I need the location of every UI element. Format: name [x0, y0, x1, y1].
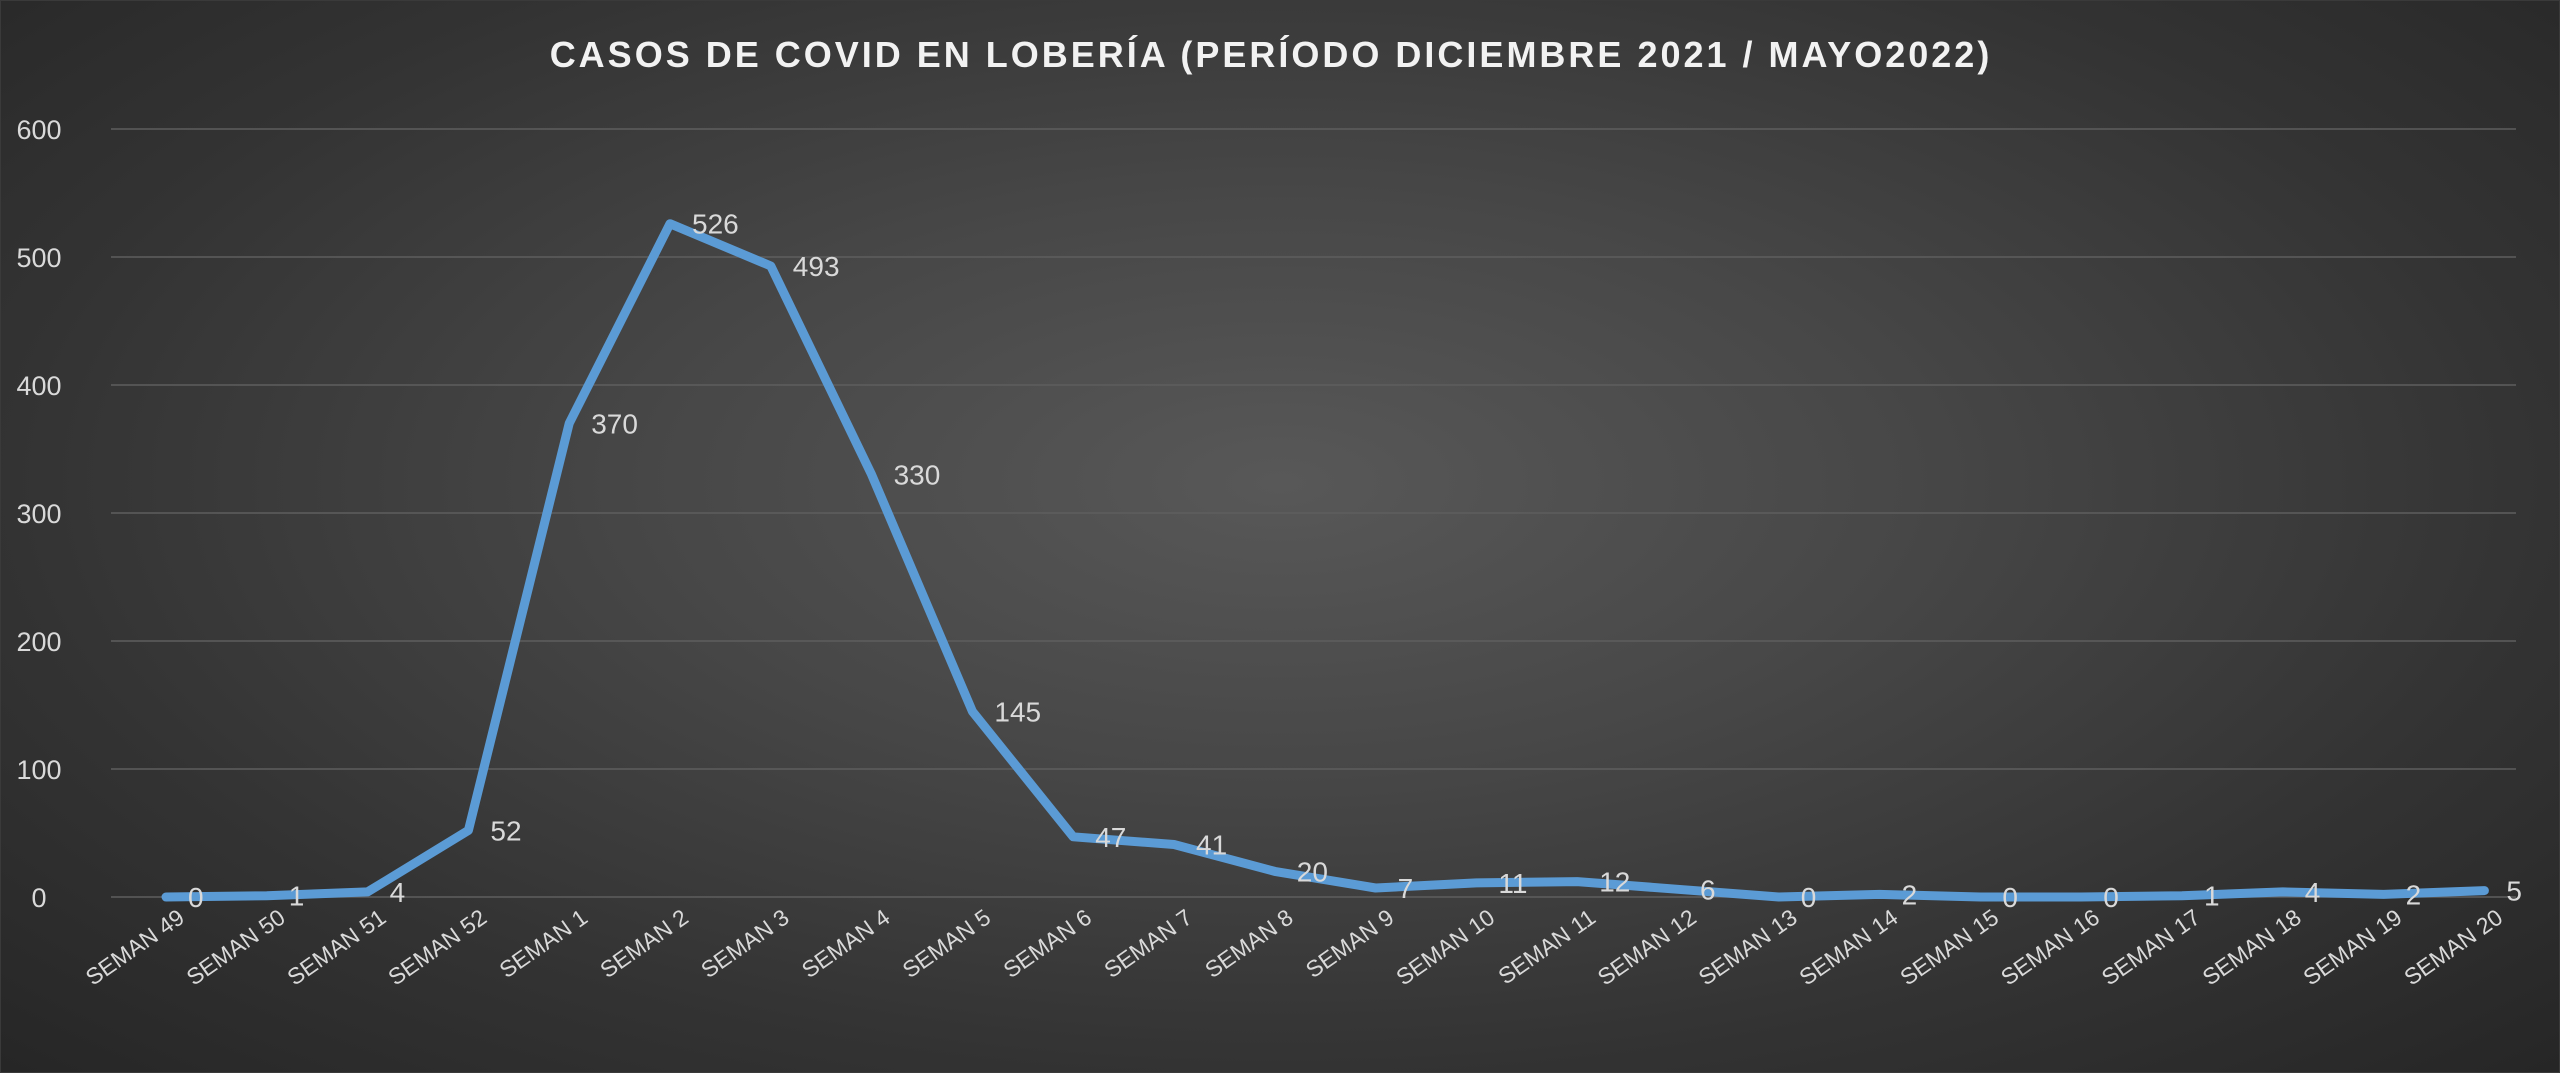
gridlines: [111, 128, 2516, 898]
data-label: 41: [1196, 830, 1227, 861]
series-line: [161, 219, 2489, 902]
x-tick-label: SEMAN 18: [2198, 904, 2306, 991]
x-tick-label: SEMAN 9: [1301, 904, 1399, 983]
y-tick-label: 200: [16, 627, 61, 657]
x-tick-label: SEMAN 14: [1794, 904, 1902, 991]
data-label: 145: [994, 696, 1041, 727]
x-tick-label: SEMAN 52: [383, 904, 491, 991]
x-tick-label: SEMAN 19: [2298, 904, 2406, 991]
x-tick-label: SEMAN 1: [494, 904, 592, 983]
data-label: 5: [2506, 876, 2522, 907]
data-label: 52: [490, 815, 521, 846]
chart-title: CASOS DE COVID EN LOBERÍA (PERÍODO DICIE…: [550, 34, 1993, 75]
x-tick-label: SEMAN 13: [1694, 904, 1802, 991]
x-tick-label: SEMAN 10: [1391, 904, 1499, 991]
data-label: 2: [2406, 879, 2422, 910]
x-tick-label: SEMAN 3: [696, 904, 794, 983]
data-label: 6: [1700, 874, 1716, 905]
data-label: 370: [591, 408, 638, 439]
y-tick-label: 500: [16, 243, 61, 273]
y-axis-ticks: 0 100 200 300 400 500 600: [16, 115, 61, 913]
x-tick-label: SEMAN 6: [998, 904, 1096, 983]
x-tick-label: SEMAN 51: [282, 904, 390, 991]
series-line-group: [161, 219, 2489, 902]
y-tick-label: 400: [16, 371, 61, 401]
data-label: 0: [2103, 882, 2119, 913]
data-label: 493: [793, 251, 840, 282]
data-label: 0: [2002, 882, 2018, 913]
x-tick-label: SEMAN 15: [1895, 904, 2003, 991]
x-tick-label: SEMAN 4: [797, 904, 895, 983]
x-tick-label: SEMAN 50: [182, 904, 290, 991]
data-label: 12: [1599, 867, 1630, 898]
x-tick-label: SEMAN 11: [1493, 904, 1600, 990]
x-tick-label: SEMAN 16: [1996, 904, 2104, 991]
x-tick-label: SEMAN 2: [595, 904, 693, 983]
data-label: 0: [188, 882, 204, 913]
y-tick-label: 100: [16, 755, 61, 785]
data-label: 11: [1498, 868, 1527, 899]
data-label: 1: [289, 881, 305, 912]
data-label: 0: [1801, 882, 1817, 913]
data-label: 4: [2305, 877, 2321, 908]
data-label: 7: [1398, 873, 1414, 904]
data-label: 4: [390, 877, 406, 908]
x-tick-label: SEMAN 12: [1593, 904, 1701, 991]
data-label: 20: [1297, 856, 1328, 887]
y-tick-label: 300: [16, 499, 61, 529]
y-tick-label: 0: [31, 883, 46, 913]
data-label: 1: [2204, 881, 2220, 912]
data-label: 526: [692, 209, 739, 240]
x-tick-label: SEMAN 8: [1200, 904, 1298, 983]
data-label: 2: [1902, 879, 1918, 910]
x-tick-label: SEMAN 5: [898, 904, 996, 983]
x-tick-label: SEMAN 49: [81, 904, 189, 991]
data-label: 330: [894, 460, 941, 491]
y-tick-label: 600: [16, 115, 61, 145]
x-tick-label: SEMAN 20: [2399, 904, 2507, 991]
x-tick-label: SEMAN 7: [1099, 904, 1197, 983]
x-tick-label: SEMAN 17: [2097, 904, 2205, 991]
data-label: 47: [1095, 822, 1126, 853]
